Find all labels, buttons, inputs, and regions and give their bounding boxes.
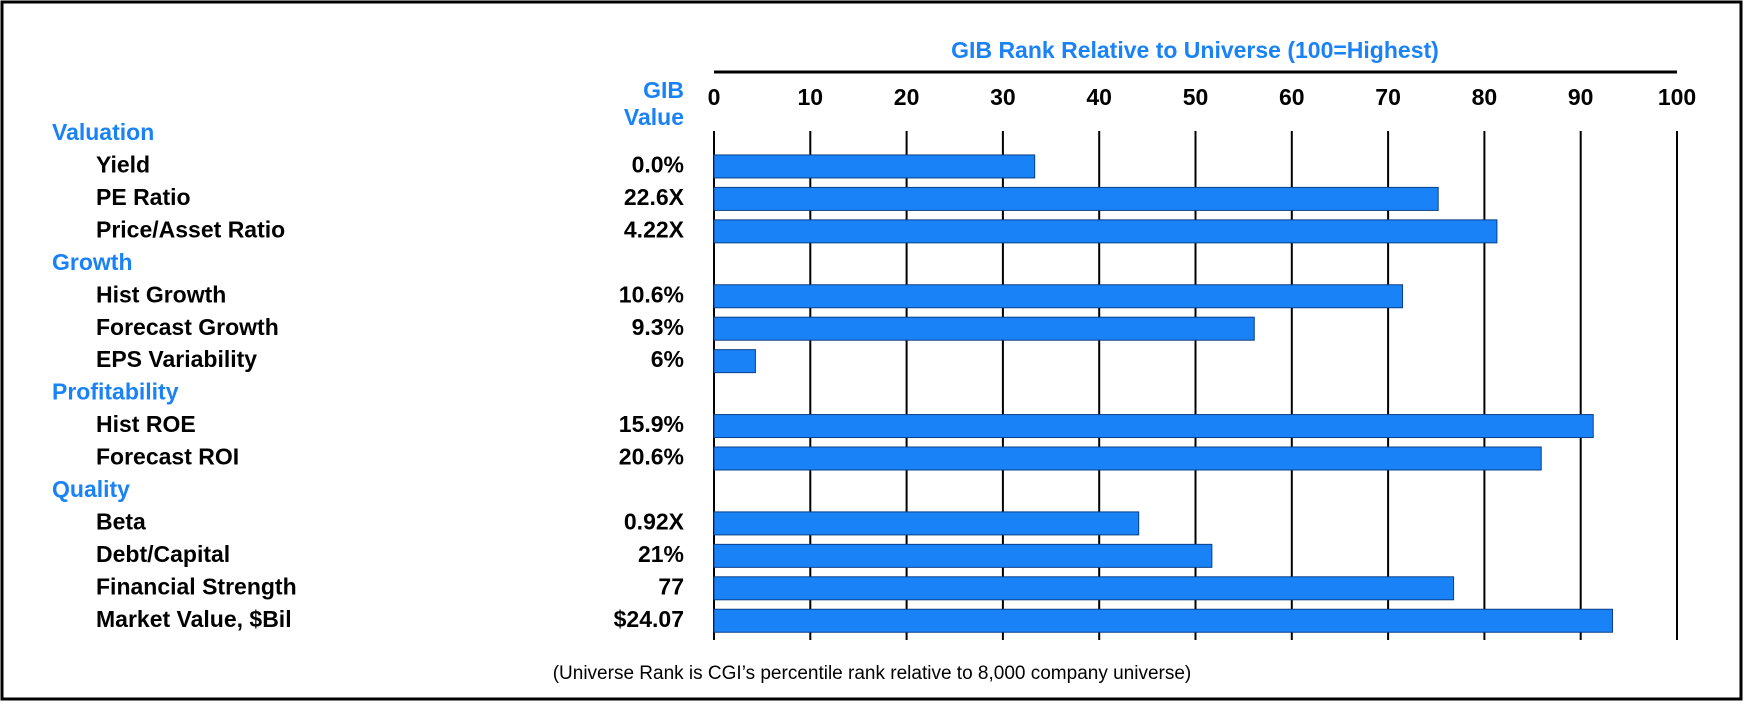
row-label: Forecast ROI (96, 444, 239, 470)
x-tick-label: 20 (894, 84, 920, 110)
x-tick-label: 30 (990, 84, 1016, 110)
bar (713, 511, 1140, 536)
group-label: Growth (52, 249, 133, 275)
gib-value: 6% (651, 346, 684, 372)
x-tick-label: 60 (1279, 84, 1305, 110)
bar (713, 349, 756, 374)
bar (713, 316, 1255, 341)
bar (713, 608, 1613, 633)
row-label: Hist Growth (96, 281, 226, 307)
bar (713, 154, 1036, 179)
gib-value: 21% (638, 541, 684, 567)
gib-value: 0.92X (624, 508, 685, 534)
x-tick-label: 80 (1472, 84, 1498, 110)
bar (713, 414, 1594, 439)
row-label: PE Ratio (96, 184, 191, 210)
gib-value: 9.3% (632, 314, 684, 340)
bar (713, 576, 1455, 601)
group-label: Valuation (52, 119, 154, 145)
group-label: Quality (52, 476, 130, 502)
x-tick-label: 100 (1658, 84, 1696, 110)
footnote: (Universe Rank is CGI’s percentile rank … (553, 663, 1192, 684)
row-label: Yield (96, 152, 150, 178)
x-tick-label: 40 (1086, 84, 1112, 110)
row-label: EPS Variability (96, 346, 257, 372)
gib-value: 15.9% (619, 411, 684, 437)
bar (713, 219, 1498, 244)
x-tick-label: 70 (1375, 84, 1401, 110)
bar (713, 446, 1542, 471)
gib-value: 22.6X (624, 184, 685, 210)
row-label: Forecast Growth (96, 314, 279, 340)
value-header: GIB Value (624, 77, 684, 130)
row-label: Beta (96, 508, 146, 534)
chart-title: GIB Rank Relative to Universe (100=Highe… (951, 37, 1439, 63)
gib-value: 20.6% (619, 444, 684, 470)
x-tick-label: 10 (798, 84, 824, 110)
row-label: Hist ROE (96, 411, 196, 437)
gib-value: 10.6% (619, 281, 684, 307)
row-label: Debt/Capital (96, 541, 230, 567)
gib-value: 0.0% (632, 152, 684, 178)
row-label: Market Value, $Bil (96, 606, 292, 632)
group-label: Profitability (52, 379, 179, 405)
gib-value: 77 (658, 573, 684, 599)
gib-value: 4.22X (624, 216, 685, 242)
x-tick-label: 0 (708, 84, 721, 110)
bar (713, 186, 1439, 211)
bar (713, 543, 1213, 568)
row-label: Price/Asset Ratio (96, 216, 285, 242)
row-label: Financial Strength (96, 573, 297, 599)
gib-value: $24.07 (614, 606, 684, 632)
x-tick-label: 90 (1568, 84, 1594, 110)
bar (713, 284, 1404, 309)
x-tick-label: 50 (1183, 84, 1209, 110)
